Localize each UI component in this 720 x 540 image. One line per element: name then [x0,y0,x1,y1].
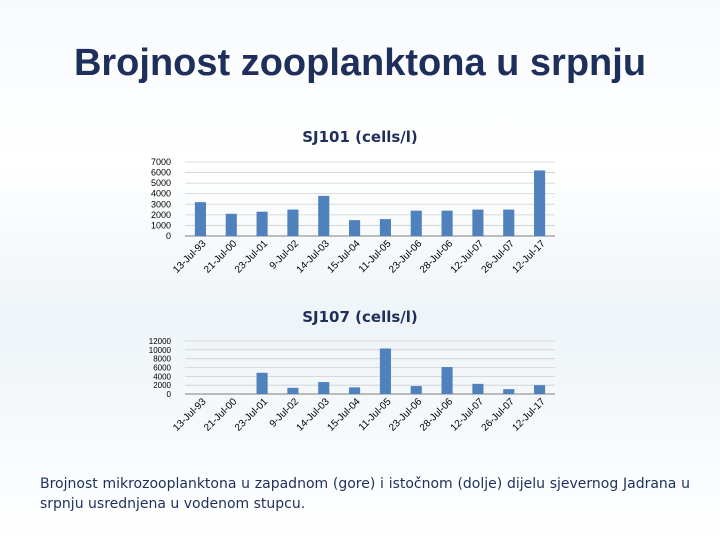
chart-sj107: 12000100008000600040002000013-Jul-9321-J… [149,337,555,434]
slide-title: Brojnost zooplanktona u srpnju [73,42,647,84]
chart-sj101: 7000600050004000300020001000013-Jul-9321… [151,157,555,276]
y-tick-label: 8000 [153,355,171,364]
y-tick-label: 3000 [151,199,171,209]
y-tick-label: 5000 [151,178,171,188]
bar [379,348,391,394]
y-tick-label: 12000 [149,337,172,346]
bar [503,389,515,394]
y-tick-label: 7000 [151,157,171,167]
bar [287,209,299,236]
bar [441,367,453,394]
chart-title-sj101: SJ101 (cells/l) [302,128,418,146]
bar [410,210,422,236]
bar [318,195,330,236]
bar [534,170,546,236]
y-tick-label: 2000 [153,381,171,390]
y-tick-label: 6000 [151,168,171,178]
slide-caption: Brojnost mikrozooplanktona u zapadnom (g… [40,476,690,512]
bar [256,211,268,236]
bar [225,213,237,236]
bar [318,382,330,394]
y-tick-label: 0 [166,231,171,241]
x-tick-label: 15-Jul-04 [325,396,363,434]
x-tick-label: 12-Jul-17 [510,238,548,276]
bar [441,210,453,236]
y-tick-label: 0 [167,390,172,399]
bar [256,372,268,394]
x-tick-label: 23-Jul-01 [233,396,271,434]
bar [349,220,361,236]
bar [379,219,391,236]
y-tick-label: 4000 [153,372,171,381]
x-tick-label: 23-Jul-01 [233,238,271,276]
x-tick-label: 15-Jul-04 [325,238,363,276]
bar [194,202,206,236]
bar [472,383,484,394]
bar [410,386,422,394]
bar [503,209,515,236]
bar [472,209,484,236]
y-tick-label: 10000 [149,346,172,355]
y-tick-label: 6000 [153,364,171,373]
chart-title-sj107: SJ107 (cells/l) [302,308,418,326]
bar [287,387,299,394]
bar [349,387,361,394]
y-tick-label: 2000 [151,210,171,220]
x-tick-label: 12-Jul-17 [510,396,548,434]
y-tick-label: 4000 [151,189,171,199]
bar [534,385,546,394]
y-tick-label: 1000 [151,220,171,230]
